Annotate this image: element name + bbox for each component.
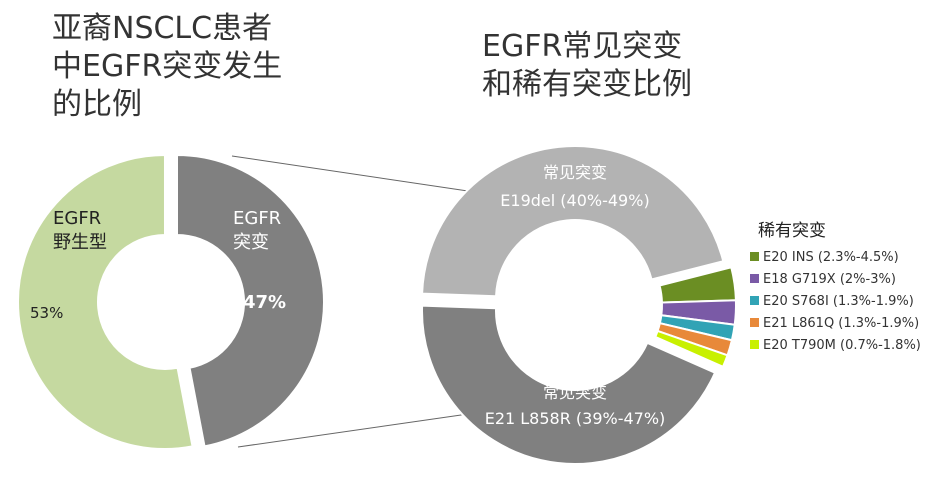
slice-rare-4: [653, 329, 729, 369]
slice-egfr-mutant: [176, 153, 325, 448]
mutant-label-line2: 突变: [233, 232, 269, 253]
legend-swatch-3: [750, 318, 759, 327]
right-chart-title: EGFR常见突变和稀有突变比例: [482, 29, 692, 102]
legend-title: 稀有突变: [758, 221, 826, 241]
legend: E20 INS (2.3%-4.5%) E18 G719X (2%-3%) E20 …: [750, 250, 921, 353]
mutant-label-line1: EGFR: [233, 208, 281, 229]
legend-swatch-4: [750, 340, 759, 349]
connector-line-top: [231, 155, 489, 195]
l858r-label-line2: E21 L858R (39%-47%): [485, 409, 666, 428]
wildtype-percent: 53%: [30, 304, 63, 322]
legend-swatch-2: [750, 296, 759, 305]
connector-line-bottom: [237, 413, 469, 448]
mutant-percent: 47%: [243, 292, 286, 313]
slice-e19del: [421, 145, 725, 298]
left-chart-title: 亚裔NSCLC患者中EGFR突变发生的比例: [52, 11, 283, 122]
legend-label-0: E20 INS (2.3%-4.5%): [763, 250, 899, 265]
legend-label-1: E18 G719X (2%-3%): [763, 272, 896, 287]
legend-label-3: E21 L861Q (1.3%-1.9%): [763, 316, 919, 331]
legend-label-4: E20 T790M (0.7%-1.8%): [763, 338, 921, 353]
slice-l858r: [421, 304, 717, 465]
legend-swatch-1: [750, 274, 759, 283]
e19del-label-line2: E19del (40%-49%): [500, 191, 649, 210]
slice-egfr-wildtype: [17, 153, 194, 450]
e19del-label-line1: 常见突变: [543, 163, 607, 182]
legend-label-2: E20 S768I (1.3%-1.9%): [763, 294, 914, 309]
legend-swatch-0: [750, 252, 759, 261]
wildtype-label-line1: EGFR: [53, 208, 101, 229]
wildtype-label-line2: 野生型: [53, 232, 107, 253]
l858r-label-line1: 常见突变: [543, 383, 607, 402]
